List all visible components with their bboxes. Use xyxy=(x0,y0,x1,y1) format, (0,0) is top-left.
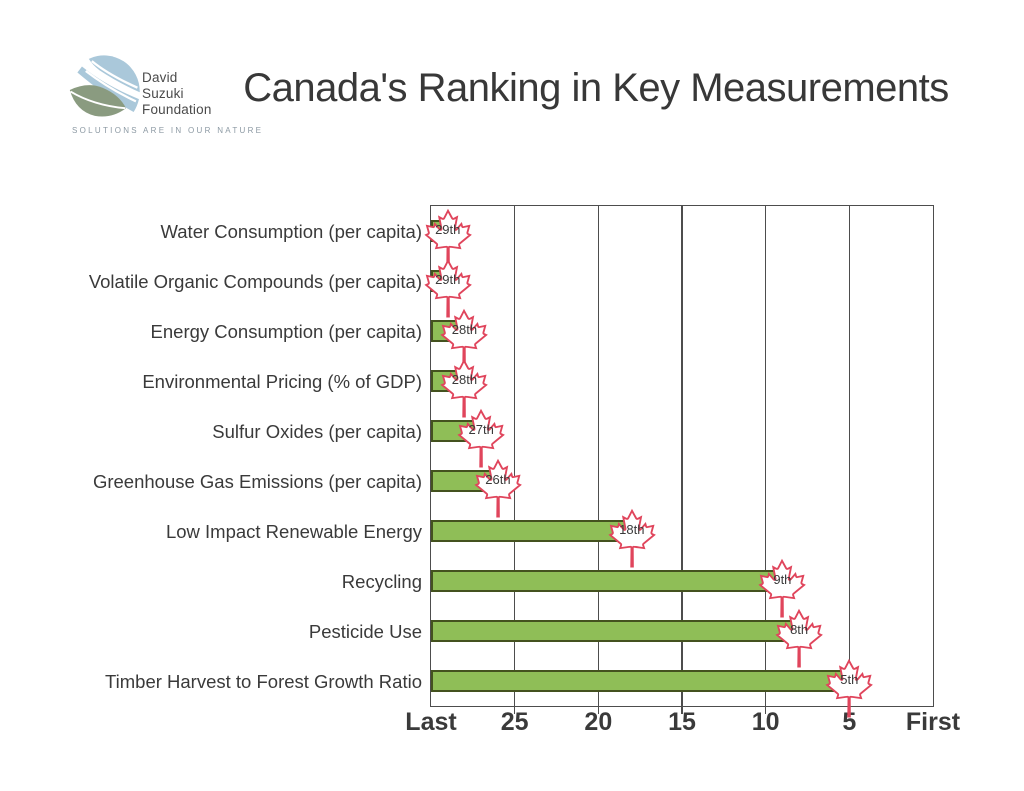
ranking-bar xyxy=(431,570,783,592)
maple-leaf-icon xyxy=(758,558,807,618)
logo-leaf-shape xyxy=(69,85,127,117)
x-axis-tick-label: 15 xyxy=(668,708,696,736)
category-label: Volatile Organic Compounds (per capita) xyxy=(88,271,422,292)
plot-area: 29th 29th 28th 28th 27th 26th 18th 9th 8th 5th xyxy=(424,205,934,718)
category-label: Pesticide Use xyxy=(308,621,422,642)
category-label: Greenhouse Gas Emissions (per capita) xyxy=(92,471,422,492)
x-axis-tick-label: 5 xyxy=(842,708,857,736)
x-axis-tick-label: 20 xyxy=(584,708,613,736)
rank-label: 29th xyxy=(435,272,461,287)
category-label: Low Impact Renewable Energy xyxy=(165,521,422,542)
logo-text-line: Suzuki xyxy=(142,86,184,101)
gridline xyxy=(513,206,516,706)
category-label: Timber Harvest to Forest Growth Ratio xyxy=(105,671,422,692)
logo-text-line: Foundation xyxy=(142,102,212,117)
logo-tagline: SOLUTIONS ARE IN OUR NATURE xyxy=(72,126,264,135)
maple-leaf-icon xyxy=(457,408,506,468)
gridline xyxy=(681,206,683,706)
category-label: Environmental Pricing (% of GDP) xyxy=(142,371,422,392)
rank-label: 29th xyxy=(435,222,461,237)
rank-label: 26th xyxy=(485,472,511,487)
rank-label: 9th xyxy=(773,572,792,587)
rank-label: 28th xyxy=(451,322,478,337)
x-axis-tick-label: 25 xyxy=(500,708,529,736)
axis-tick-mark xyxy=(597,707,600,714)
x-axis-tick-label: First xyxy=(905,708,961,736)
axis-tick-mark xyxy=(513,707,516,714)
axis-tick-mark xyxy=(764,707,767,714)
rank-label: 18th xyxy=(619,522,645,537)
y-axis-category-labels: Water Consumption (per capita) Volatile O… xyxy=(0,207,422,707)
rank-label: 5th xyxy=(840,672,859,687)
x-axis-tick-label: Last xyxy=(405,708,457,736)
logo-text-line: David xyxy=(142,70,178,85)
maple-leaf-icon xyxy=(608,508,656,568)
rank-label: 28th xyxy=(451,372,478,387)
page-title: Canada's Ranking in Key Measurements xyxy=(243,66,949,110)
x-axis-tick-labels: Last 25 20 15 10 5 First xyxy=(405,708,960,738)
maple-leaf-icon xyxy=(474,458,522,518)
maple-leaf-icon xyxy=(775,608,823,668)
ranking-bar xyxy=(431,670,850,692)
rank-label: 8th xyxy=(790,622,809,637)
gridline xyxy=(848,206,851,706)
category-label: Water Consumption (per capita) xyxy=(160,221,422,242)
gridline xyxy=(597,206,600,706)
category-label: Recycling xyxy=(341,571,422,592)
axis-tick-mark xyxy=(681,707,683,714)
maple-leaf-icon xyxy=(440,358,489,418)
category-label: Sulfur Oxides (per capita) xyxy=(212,421,422,442)
gridline xyxy=(764,206,767,706)
david-suzuki-foundation-logo-icon xyxy=(67,53,141,127)
ranking-bar xyxy=(431,620,800,642)
maple-leaf-icon xyxy=(825,658,874,718)
maple-leaf-icon xyxy=(424,258,472,318)
category-label: Energy Consumption (per capita) xyxy=(150,321,422,342)
logo-text: David Suzuki Foundation xyxy=(142,70,212,118)
x-axis-tick-label: 10 xyxy=(751,708,780,736)
rank-label: 27th xyxy=(468,422,494,437)
